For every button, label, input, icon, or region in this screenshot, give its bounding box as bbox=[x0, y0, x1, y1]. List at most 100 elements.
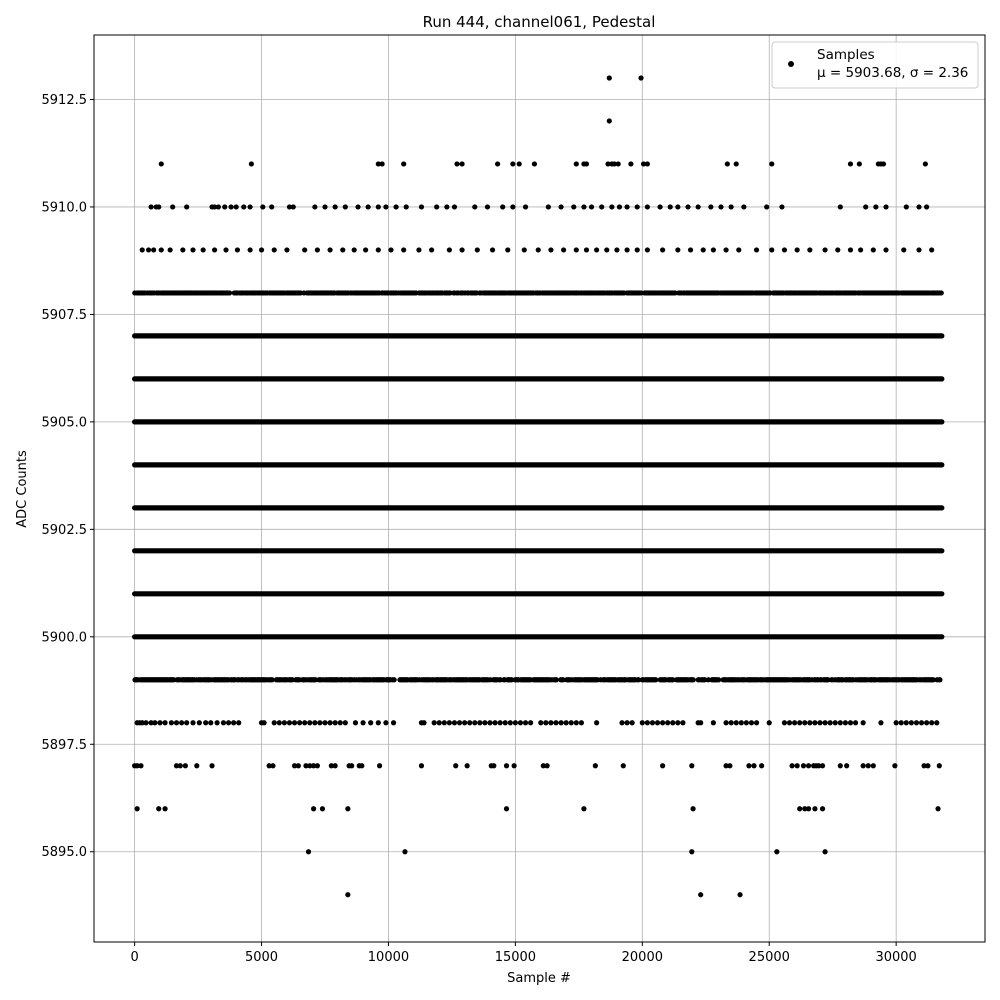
data-point bbox=[611, 161, 617, 167]
data-point bbox=[786, 720, 793, 726]
data-point bbox=[507, 720, 513, 726]
data-point bbox=[184, 720, 190, 726]
data-point bbox=[388, 247, 394, 253]
data-point bbox=[319, 806, 326, 812]
data-point bbox=[605, 161, 611, 167]
data-point bbox=[764, 204, 770, 210]
data-point bbox=[620, 763, 626, 769]
data-point bbox=[781, 720, 788, 726]
data-point bbox=[375, 204, 381, 210]
data-point bbox=[375, 161, 381, 167]
data-point bbox=[748, 720, 755, 726]
x-tick-label: 0 bbox=[130, 950, 138, 965]
data-point bbox=[716, 677, 722, 683]
data-point bbox=[322, 720, 328, 726]
data-point bbox=[327, 720, 333, 726]
data-point bbox=[451, 720, 458, 726]
data-point bbox=[573, 247, 579, 253]
data-point bbox=[271, 720, 277, 726]
data-point bbox=[733, 720, 739, 726]
data-point bbox=[916, 204, 922, 210]
data-point bbox=[583, 161, 590, 167]
data-point bbox=[822, 849, 828, 855]
data-point bbox=[261, 720, 267, 726]
data-point bbox=[503, 763, 510, 769]
data-point bbox=[464, 763, 470, 769]
data-point bbox=[170, 204, 176, 210]
data-point bbox=[924, 204, 930, 210]
data-point bbox=[903, 204, 909, 210]
data-point bbox=[774, 849, 780, 855]
data-point bbox=[616, 204, 623, 210]
data-point bbox=[800, 763, 807, 769]
data-point bbox=[930, 677, 936, 683]
y-tick-label: 5900.0 bbox=[42, 630, 88, 645]
data-point bbox=[352, 720, 359, 726]
data-point bbox=[355, 204, 361, 210]
data-point bbox=[873, 204, 879, 210]
data-point bbox=[581, 806, 587, 812]
data-point bbox=[312, 720, 318, 726]
data-point bbox=[898, 720, 904, 726]
data-point bbox=[619, 720, 625, 726]
data-point bbox=[558, 720, 564, 726]
data-point bbox=[477, 720, 483, 726]
data-point bbox=[660, 763, 666, 769]
data-point bbox=[162, 720, 168, 726]
data-point bbox=[936, 763, 942, 769]
data-point bbox=[723, 247, 729, 253]
data-point bbox=[528, 720, 534, 726]
data-point bbox=[581, 204, 587, 210]
data-point bbox=[545, 204, 551, 210]
data-point bbox=[835, 247, 841, 253]
data-point bbox=[182, 763, 188, 769]
data-point bbox=[561, 247, 567, 253]
data-point bbox=[769, 247, 775, 253]
data-point bbox=[794, 247, 800, 253]
data-points bbox=[132, 75, 945, 898]
data-point bbox=[634, 204, 640, 210]
data-point bbox=[741, 204, 747, 210]
x-axis-ticks: 0 5000 10000 15000 20000 25000 30000 bbox=[130, 942, 917, 965]
data-point bbox=[447, 290, 453, 296]
data-point bbox=[728, 204, 734, 210]
data-point bbox=[332, 204, 338, 210]
data-point bbox=[363, 247, 369, 253]
data-point bbox=[459, 247, 465, 253]
data-point bbox=[654, 720, 661, 726]
data-point bbox=[190, 247, 196, 253]
data-point bbox=[921, 763, 927, 769]
data-point bbox=[168, 720, 175, 726]
data-point bbox=[573, 161, 579, 167]
data-point bbox=[893, 720, 899, 726]
data-point bbox=[751, 763, 757, 769]
data-point bbox=[644, 204, 650, 210]
data-point bbox=[134, 763, 140, 769]
data-point bbox=[916, 247, 922, 253]
data-point bbox=[908, 720, 914, 726]
data-point bbox=[594, 247, 600, 253]
data-point bbox=[434, 204, 440, 210]
data-point bbox=[599, 204, 605, 210]
data-point bbox=[753, 247, 760, 253]
data-point bbox=[698, 892, 704, 898]
data-point bbox=[819, 806, 826, 812]
data-point bbox=[540, 763, 546, 769]
data-point bbox=[807, 247, 813, 253]
data-point bbox=[644, 720, 650, 726]
data-point bbox=[502, 720, 508, 726]
data-point bbox=[342, 204, 348, 210]
data-point bbox=[639, 720, 645, 726]
data-point bbox=[226, 290, 233, 296]
data-point bbox=[451, 204, 458, 210]
x-tick-label: 20000 bbox=[622, 950, 663, 965]
data-point bbox=[702, 677, 708, 683]
data-point bbox=[705, 677, 711, 683]
data-point bbox=[883, 247, 889, 253]
data-point bbox=[157, 720, 163, 726]
data-point bbox=[728, 720, 734, 726]
data-point bbox=[708, 204, 714, 210]
data-point bbox=[276, 720, 282, 726]
data-point bbox=[145, 247, 152, 253]
